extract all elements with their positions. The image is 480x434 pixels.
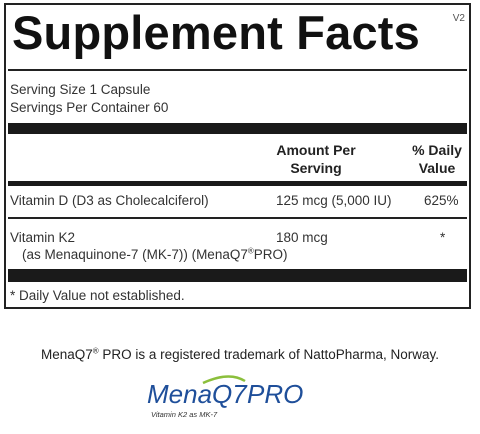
serving-size: Serving Size 1 Capsule [10,82,151,97]
detail-prefix: (as Menaquinone-7 (MK-7)) (MenaQ7 [22,247,248,262]
nutrient-amount: 125 mcg (5,000 IU) [276,193,392,208]
nutrient-name: Vitamin D (D3 as Cholecalciferol) [10,193,209,208]
registered-mark: ® [247,246,254,256]
header-divider [8,181,467,186]
trademark-text: PRO is a registered trademark of NattoPh… [98,347,440,362]
trademark-notice: MenaQ7® PRO is a registered trademark of… [0,347,480,362]
nutrient-dv: * [440,230,446,245]
amount-header-line1: Amount Per [276,142,356,158]
amount-per-serving-header: Amount Per Serving [268,141,364,177]
dv-header-line1: % Daily [412,142,462,158]
logo-tagline: Vitamin K2 as MK-7 [151,410,218,419]
footnote: * Daily Value not established. [10,288,185,303]
nutrient-name: Vitamin K2 [10,230,76,245]
panel-title: Supplement Facts [12,6,421,59]
servings-per-container: Servings Per Container 60 [10,100,169,115]
daily-value-header: % Daily Value [404,141,470,177]
title-divider [8,69,467,71]
nutrient-detail: (as Menaquinone-7 (MK-7)) (MenaQ7®PRO) [22,246,288,263]
nutrient-dv: 625% [424,193,459,208]
logo-brand: MenaQ7 [147,379,248,409]
trademark-brand: MenaQ7 [40,347,93,362]
detail-suffix: PRO) [253,247,288,262]
trademark-registered-mark: ® [92,346,99,356]
row-divider [8,217,467,219]
version-label: V2 [452,13,465,24]
nutrient-amount: 180 mcg [276,230,328,245]
thick-divider [8,123,467,134]
logo-word: PRO [247,379,303,409]
bottom-thick-divider [8,269,467,282]
menaq7-pro-logo: MenaQ7 PRO Vitamin K2 as MK-7 [147,375,303,419]
dv-header-line2: Value [418,160,456,176]
supplement-facts-panel: Supplement Facts V2 Serving Size 1 Capsu… [4,3,471,309]
amount-header-line2: Serving [290,160,342,176]
logo-swoosh-icon [202,375,246,385]
